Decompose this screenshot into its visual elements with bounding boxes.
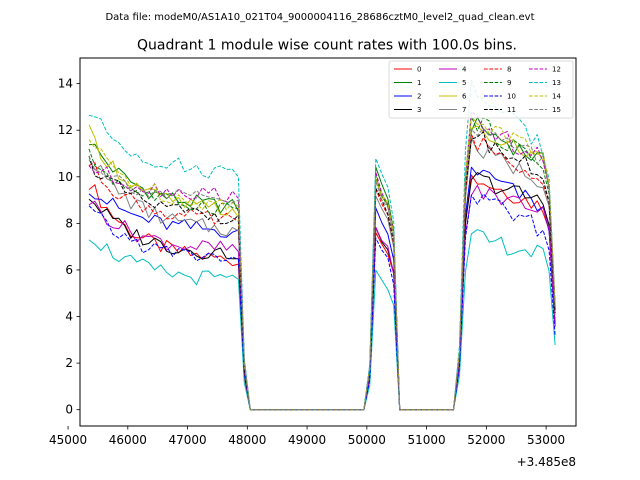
legend-label-2: 2 (417, 93, 421, 101)
y-tick-label: 0 (65, 403, 73, 417)
legend-label-4: 4 (462, 66, 467, 74)
x-tick-label: 49000 (288, 433, 326, 447)
series-line-1 (88, 116, 556, 411)
y-tick-label: 6 (65, 263, 73, 277)
series-line-11 (88, 131, 556, 411)
legend-label-7: 7 (462, 106, 466, 114)
series-line-14 (88, 115, 556, 411)
x-tick-label: 48000 (228, 433, 266, 447)
chart-title: Quadrant 1 module wise count rates with … (137, 38, 517, 54)
series-line-15 (88, 127, 556, 411)
y-axis: 0 2 4 6 8 10 12 14 (58, 77, 80, 417)
series-layer (88, 79, 556, 411)
series-line-7 (88, 137, 556, 411)
legend-box (388, 60, 574, 119)
x-tick-label: 52000 (467, 433, 505, 447)
x-tick-label: 47000 (168, 433, 206, 447)
legend-label-14: 14 (552, 93, 561, 101)
x-tick-label: 53000 (527, 433, 565, 447)
x-offset-label: +3.485e8 (517, 455, 576, 469)
legend-label-0: 0 (417, 66, 421, 74)
legend-label-8: 8 (507, 66, 511, 74)
x-axis: 45000 46000 47000 48000 49000 50000 51000 52000… (49, 426, 565, 447)
suptitle: Data file: modeM0/AS1A10_021T04_90000041… (105, 12, 534, 23)
y-tick-label: 4 (65, 310, 73, 324)
legend-label-1: 1 (417, 79, 421, 87)
series-line-3 (88, 172, 556, 411)
series-line-5 (88, 229, 556, 411)
series-line-9 (88, 116, 556, 411)
legend-label-11: 11 (507, 106, 516, 114)
y-tick-label: 2 (65, 356, 73, 370)
series-line-6 (88, 124, 556, 411)
legend-label-6: 6 (462, 93, 467, 101)
y-tick-label: 8 (65, 216, 73, 230)
y-tick-label: 14 (58, 77, 73, 91)
series-line-0 (88, 174, 556, 411)
series-line-10 (88, 193, 556, 411)
x-tick-label: 46000 (109, 433, 147, 447)
legend-label-3: 3 (417, 106, 421, 114)
legend-label-9: 9 (507, 79, 511, 87)
plot-frame (79, 57, 577, 427)
legend-label-12: 12 (552, 66, 561, 74)
legend-label-15: 15 (552, 106, 561, 114)
y-tick-label: 12 (58, 123, 73, 137)
legend-label-13: 13 (552, 79, 561, 87)
x-tick-label: 45000 (49, 433, 87, 447)
series-line-8 (88, 133, 556, 411)
series-line-13 (88, 79, 556, 411)
y-tick-label: 10 (58, 170, 73, 184)
legend-label-10: 10 (507, 93, 516, 101)
series-line-12 (88, 111, 556, 411)
x-tick-label: 51000 (408, 433, 446, 447)
x-tick-label: 50000 (348, 433, 386, 447)
legend-label-5: 5 (462, 79, 466, 87)
